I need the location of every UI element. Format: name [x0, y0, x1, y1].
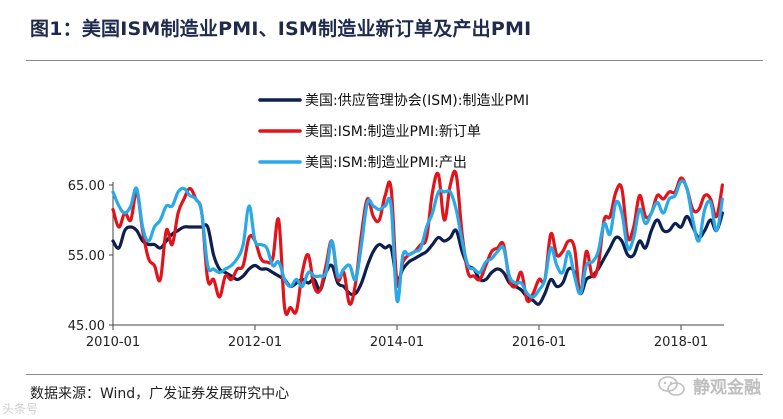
x-tick-label: 2010-01 — [86, 335, 140, 350]
source-note: 数据来源：Wind，广发证券发展研究中心 — [30, 386, 290, 402]
chart-legend: 美国:供应管理协会(ISM):制造业PMI 美国:ISM:制造业PMI:新订单美国… — [258, 92, 529, 171]
chart-series — [111, 169, 724, 316]
y-tick-label: 65.00 — [68, 179, 105, 194]
legend-label-1: 美国:供应管理协会(ISM):制造业PMI — [305, 92, 529, 109]
series-line-3 — [111, 179, 724, 304]
watermark-left: 头条号 — [2, 402, 39, 416]
chart-axes: 45.00 55.00 65.00 2010-01 2012-01 2014-01 2016… — [68, 179, 724, 350]
source-divider — [26, 374, 763, 375]
title-divider — [26, 60, 763, 61]
series-line-1 — [111, 211, 724, 306]
watermark: 静观金融 — [657, 373, 761, 398]
x-tick-label: 2018-01 — [654, 335, 708, 350]
line-chart: 45.00 55.00 65.00 2010-01 2012-01 2014-01 2016… — [68, 92, 724, 350]
legend-label-3: 美国:ISM:制造业PMI:产出 — [305, 155, 467, 171]
legend-label-2: 美国:ISM:制造业PMI:新订单 — [305, 124, 481, 140]
x-tick-label: 2016-01 — [512, 335, 566, 350]
wechat-icon — [658, 375, 685, 396]
x-tick-label: 2012-01 — [228, 335, 282, 350]
watermark-text: 静观金融 — [693, 378, 761, 398]
x-tick-label: 2014-01 — [370, 335, 424, 350]
y-tick-label: 45.00 — [68, 319, 105, 334]
figure-title: 图1：美国ISM制造业PMI、ISM制造业新订单及产出PMI — [30, 18, 532, 40]
y-tick-label: 55.00 — [68, 249, 105, 264]
